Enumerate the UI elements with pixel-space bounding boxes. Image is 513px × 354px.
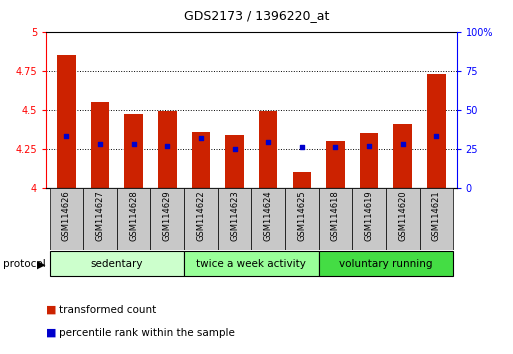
Bar [192,132,210,188]
Point [129,141,137,147]
Bar [184,251,319,276]
Text: voluntary running: voluntary running [339,259,432,269]
Text: GSM114620: GSM114620 [398,191,407,241]
Text: sedentary: sedentary [91,259,143,269]
Text: ■: ■ [46,305,56,315]
Bar [218,188,251,250]
Bar [319,251,453,276]
Text: GSM114626: GSM114626 [62,191,71,241]
Bar [117,188,150,250]
Bar [386,188,420,250]
Text: ■: ■ [46,328,56,338]
Text: GSM114623: GSM114623 [230,191,239,241]
Bar [319,188,352,250]
Text: GSM114622: GSM114622 [196,191,205,241]
Bar [420,188,453,250]
Text: transformed count: transformed count [59,305,156,315]
Text: GSM114618: GSM114618 [331,191,340,241]
Point [230,146,239,152]
Text: GSM114627: GSM114627 [95,191,105,241]
Point [163,143,171,148]
Text: GDS2173 / 1396220_at: GDS2173 / 1396220_at [184,9,329,22]
Point [96,141,104,147]
Bar [285,188,319,250]
Bar [352,188,386,250]
Text: GSM114621: GSM114621 [432,191,441,241]
Bar [57,55,75,188]
Point [62,133,70,139]
Point [432,133,441,139]
Bar [124,114,143,188]
Bar [91,102,109,188]
Text: protocol: protocol [3,259,45,269]
Bar [259,111,278,188]
Bar [50,188,83,250]
Text: GSM114628: GSM114628 [129,191,138,241]
Text: twice a week activity: twice a week activity [196,259,306,269]
Point [399,141,407,147]
Bar [158,111,176,188]
Bar [292,172,311,188]
Bar [150,188,184,250]
Point [298,144,306,150]
Point [365,143,373,148]
Bar [393,124,412,188]
Bar [225,135,244,188]
Bar [360,133,379,188]
Bar [251,188,285,250]
Point [197,135,205,141]
Text: percentile rank within the sample: percentile rank within the sample [59,328,235,338]
Point [331,144,340,150]
Text: GSM114625: GSM114625 [298,191,306,241]
Bar [427,74,446,188]
Text: GSM114629: GSM114629 [163,191,172,241]
Bar [326,141,345,188]
Bar [184,188,218,250]
Text: GSM114624: GSM114624 [264,191,273,241]
Bar [83,188,117,250]
Text: ▶: ▶ [37,259,46,269]
Bar [50,251,184,276]
Text: GSM114619: GSM114619 [365,191,373,241]
Point [264,139,272,145]
